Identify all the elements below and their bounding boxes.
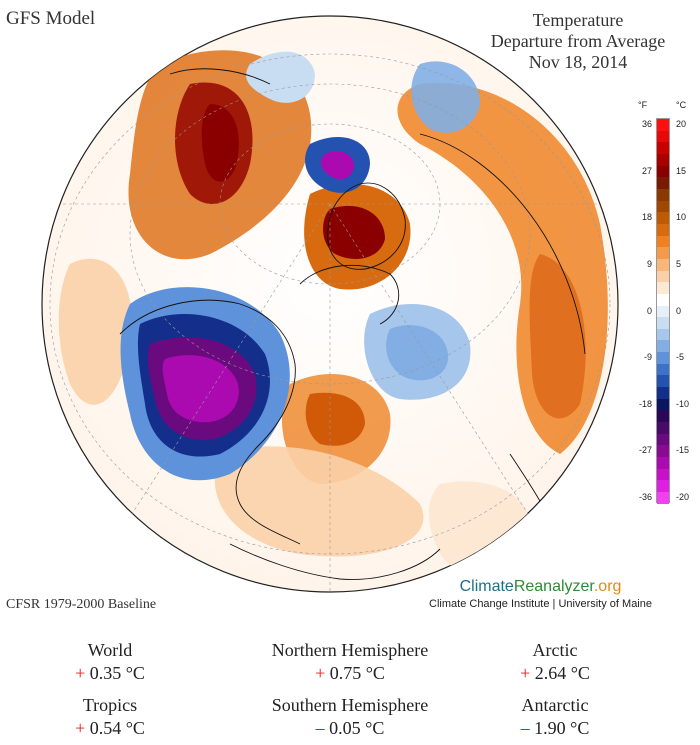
- legend-swatch: [657, 177, 669, 189]
- legend-swatch: [657, 165, 669, 178]
- legend-swatch: [657, 270, 669, 283]
- legend-tick-celsius: -15: [676, 445, 690, 456]
- stat-label: World: [87, 640, 133, 660]
- legend-tick-fahrenheit: 27: [641, 165, 652, 176]
- stat-label: Arctic: [532, 640, 578, 660]
- stat-label: Antarctic: [521, 695, 589, 715]
- legend-tick-fahrenheit: 36: [641, 119, 652, 129]
- stat-label: Southern Hemisphere: [271, 695, 429, 715]
- legend-swatch: [657, 212, 669, 224]
- legend-swatch: [657, 352, 669, 364]
- baseline-note: CFSR 1979-2000 Baseline: [6, 597, 157, 612]
- brand-subtitle: Climate Change Institute | University of…: [429, 598, 652, 610]
- legend-swatch: [657, 363, 669, 376]
- legend-swatch: [657, 200, 669, 213]
- legend-swatch: [657, 188, 669, 201]
- title-date: Nov 18, 2014: [528, 52, 628, 72]
- model-label: GFS Model: [6, 8, 96, 29]
- stat-value: – 1.90 °C: [520, 718, 590, 738]
- legend-tick-celsius: -20: [676, 492, 690, 502]
- legend-swatch: [657, 468, 669, 481]
- legend-tick-celsius: -5: [676, 352, 685, 363]
- stat-value: + 0.35 °C: [75, 663, 145, 683]
- legend-swatch: [657, 480, 669, 492]
- legend-swatch: [657, 457, 669, 469]
- title-line-1: Temperature: [532, 10, 624, 30]
- legend-swatch: [657, 282, 669, 294]
- legend-tick-celsius: 15: [676, 165, 687, 176]
- stat-value: + 0.54 °C: [75, 718, 145, 738]
- legend-swatch: [657, 130, 669, 143]
- stat-label: Tropics: [82, 695, 138, 715]
- legend-tick-fahrenheit: 0: [646, 305, 652, 316]
- legend-swatch: [657, 247, 669, 259]
- stat-label: Northern Hemisphere: [271, 640, 429, 660]
- legend-swatch: [657, 153, 669, 166]
- title-line-2: Departure from Average: [490, 31, 666, 51]
- legend-swatch: [657, 492, 669, 504]
- legend-swatch: [657, 317, 669, 329]
- legend-swatch: [657, 235, 669, 248]
- legend-unit-celsius: °C: [676, 100, 687, 110]
- legend-swatch: [657, 340, 669, 353]
- legend-tick-fahrenheit: -18: [638, 398, 652, 409]
- legend-swatch: [657, 422, 669, 434]
- legend-swatch: [657, 433, 669, 446]
- map-title: Temperature Departure from Average Nov 1…: [468, 10, 688, 73]
- legend-unit-fahrenheit: °F: [638, 100, 648, 110]
- brand: ClimateReanalyzer.org Climate Change Ins…: [429, 578, 652, 610]
- legend-swatch: [657, 223, 669, 236]
- stat-world: World + 0.35 °C: [0, 640, 220, 684]
- legend-color-bar: [656, 118, 670, 504]
- stat-arctic: Arctic + 2.64 °C: [445, 640, 665, 684]
- legend-tick-celsius: -10: [676, 398, 690, 409]
- legend-tick-fahrenheit: 9: [646, 258, 652, 269]
- stat-antarctic: Antarctic – 1.90 °C: [445, 695, 665, 739]
- stat-tropics: Tropics + 0.54 °C: [0, 695, 220, 739]
- stat-value: + 2.64 °C: [520, 663, 590, 683]
- legend-tick-celsius: 5: [676, 258, 682, 269]
- legend-swatch: [657, 375, 669, 388]
- legend-tick-celsius: 10: [676, 212, 687, 223]
- legend-swatch: [657, 119, 669, 131]
- color-legend: °F °C 36 20 27 15 18 10 9 5 0 0 -9 -5 -18 -10 -27 -15 -3…: [636, 100, 696, 510]
- legend-tick-celsius: 20: [676, 119, 687, 129]
- legend-swatch: [657, 305, 669, 318]
- stat-value: – 0.05 °C: [315, 718, 385, 738]
- stat-northern-hemisphere: Northern Hemisphere + 0.75 °C: [200, 640, 500, 684]
- legend-tick-fahrenheit: 18: [641, 212, 652, 223]
- legend-swatch: [657, 410, 669, 423]
- legend-swatch: [657, 142, 669, 154]
- legend-swatch: [657, 328, 669, 341]
- legend-tick-fahrenheit: -9: [643, 352, 652, 363]
- legend-swatch: [657, 293, 669, 306]
- legend-swatch: [657, 445, 669, 458]
- brand-name: ClimateReanalyzer.org: [459, 578, 622, 595]
- legend-swatch: [657, 258, 669, 271]
- legend-swatch: [657, 398, 669, 411]
- stat-southern-hemisphere: Southern Hemisphere – 0.05 °C: [200, 695, 500, 739]
- legend-swatch: [657, 387, 669, 399]
- legend-tick-fahrenheit: -27: [638, 445, 652, 456]
- globe-map: [41, 15, 619, 593]
- stat-value: + 0.75 °C: [315, 663, 385, 683]
- legend-tick-celsius: 0: [676, 305, 682, 316]
- legend-tick-fahrenheit: -36: [638, 492, 652, 502]
